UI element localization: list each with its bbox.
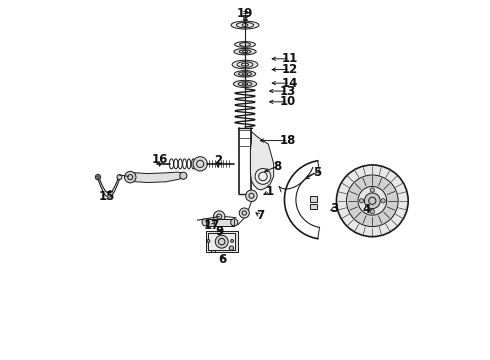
Text: 12: 12 — [282, 63, 298, 76]
Text: 7: 7 — [256, 210, 264, 222]
Text: 16: 16 — [151, 153, 168, 166]
Text: 5: 5 — [313, 166, 321, 179]
Text: 17: 17 — [204, 219, 220, 233]
Bar — [205, 231, 238, 252]
Ellipse shape — [234, 71, 256, 77]
Bar — [211, 249, 215, 252]
Ellipse shape — [233, 80, 257, 87]
Text: 11: 11 — [282, 52, 298, 65]
Circle shape — [370, 210, 374, 214]
Circle shape — [202, 219, 209, 226]
Text: 14: 14 — [282, 77, 298, 90]
Ellipse shape — [231, 21, 259, 29]
Circle shape — [207, 239, 210, 242]
Text: 19: 19 — [237, 7, 253, 20]
Circle shape — [365, 193, 380, 209]
Ellipse shape — [234, 48, 256, 55]
Ellipse shape — [193, 157, 207, 171]
Circle shape — [231, 239, 234, 242]
Polygon shape — [128, 172, 184, 183]
Text: 1: 1 — [266, 185, 274, 198]
Circle shape — [245, 190, 257, 202]
Bar — [208, 233, 235, 250]
Text: 13: 13 — [280, 85, 296, 98]
Text: 6: 6 — [219, 253, 227, 266]
Circle shape — [239, 208, 249, 218]
Text: 3: 3 — [330, 202, 338, 215]
Ellipse shape — [235, 41, 255, 47]
Text: 10: 10 — [280, 95, 296, 108]
Circle shape — [370, 188, 374, 192]
Ellipse shape — [117, 175, 122, 180]
Circle shape — [124, 171, 136, 183]
Text: 4: 4 — [363, 203, 371, 216]
Text: 2: 2 — [214, 154, 222, 167]
Text: 15: 15 — [99, 190, 115, 203]
Circle shape — [381, 199, 385, 203]
Circle shape — [255, 168, 271, 184]
Circle shape — [337, 165, 408, 237]
Bar — [205, 219, 234, 226]
Text: 18: 18 — [280, 134, 296, 147]
Circle shape — [358, 186, 387, 215]
Polygon shape — [250, 132, 274, 190]
Ellipse shape — [95, 175, 100, 180]
Text: 9: 9 — [215, 225, 223, 238]
Bar — [310, 196, 318, 202]
Circle shape — [231, 219, 238, 226]
Circle shape — [215, 235, 228, 248]
Circle shape — [346, 175, 398, 226]
Bar — [310, 204, 318, 210]
Ellipse shape — [232, 60, 258, 69]
Circle shape — [214, 211, 225, 222]
Text: 8: 8 — [273, 160, 281, 173]
Circle shape — [359, 199, 364, 203]
Circle shape — [180, 172, 187, 179]
Circle shape — [229, 246, 234, 250]
